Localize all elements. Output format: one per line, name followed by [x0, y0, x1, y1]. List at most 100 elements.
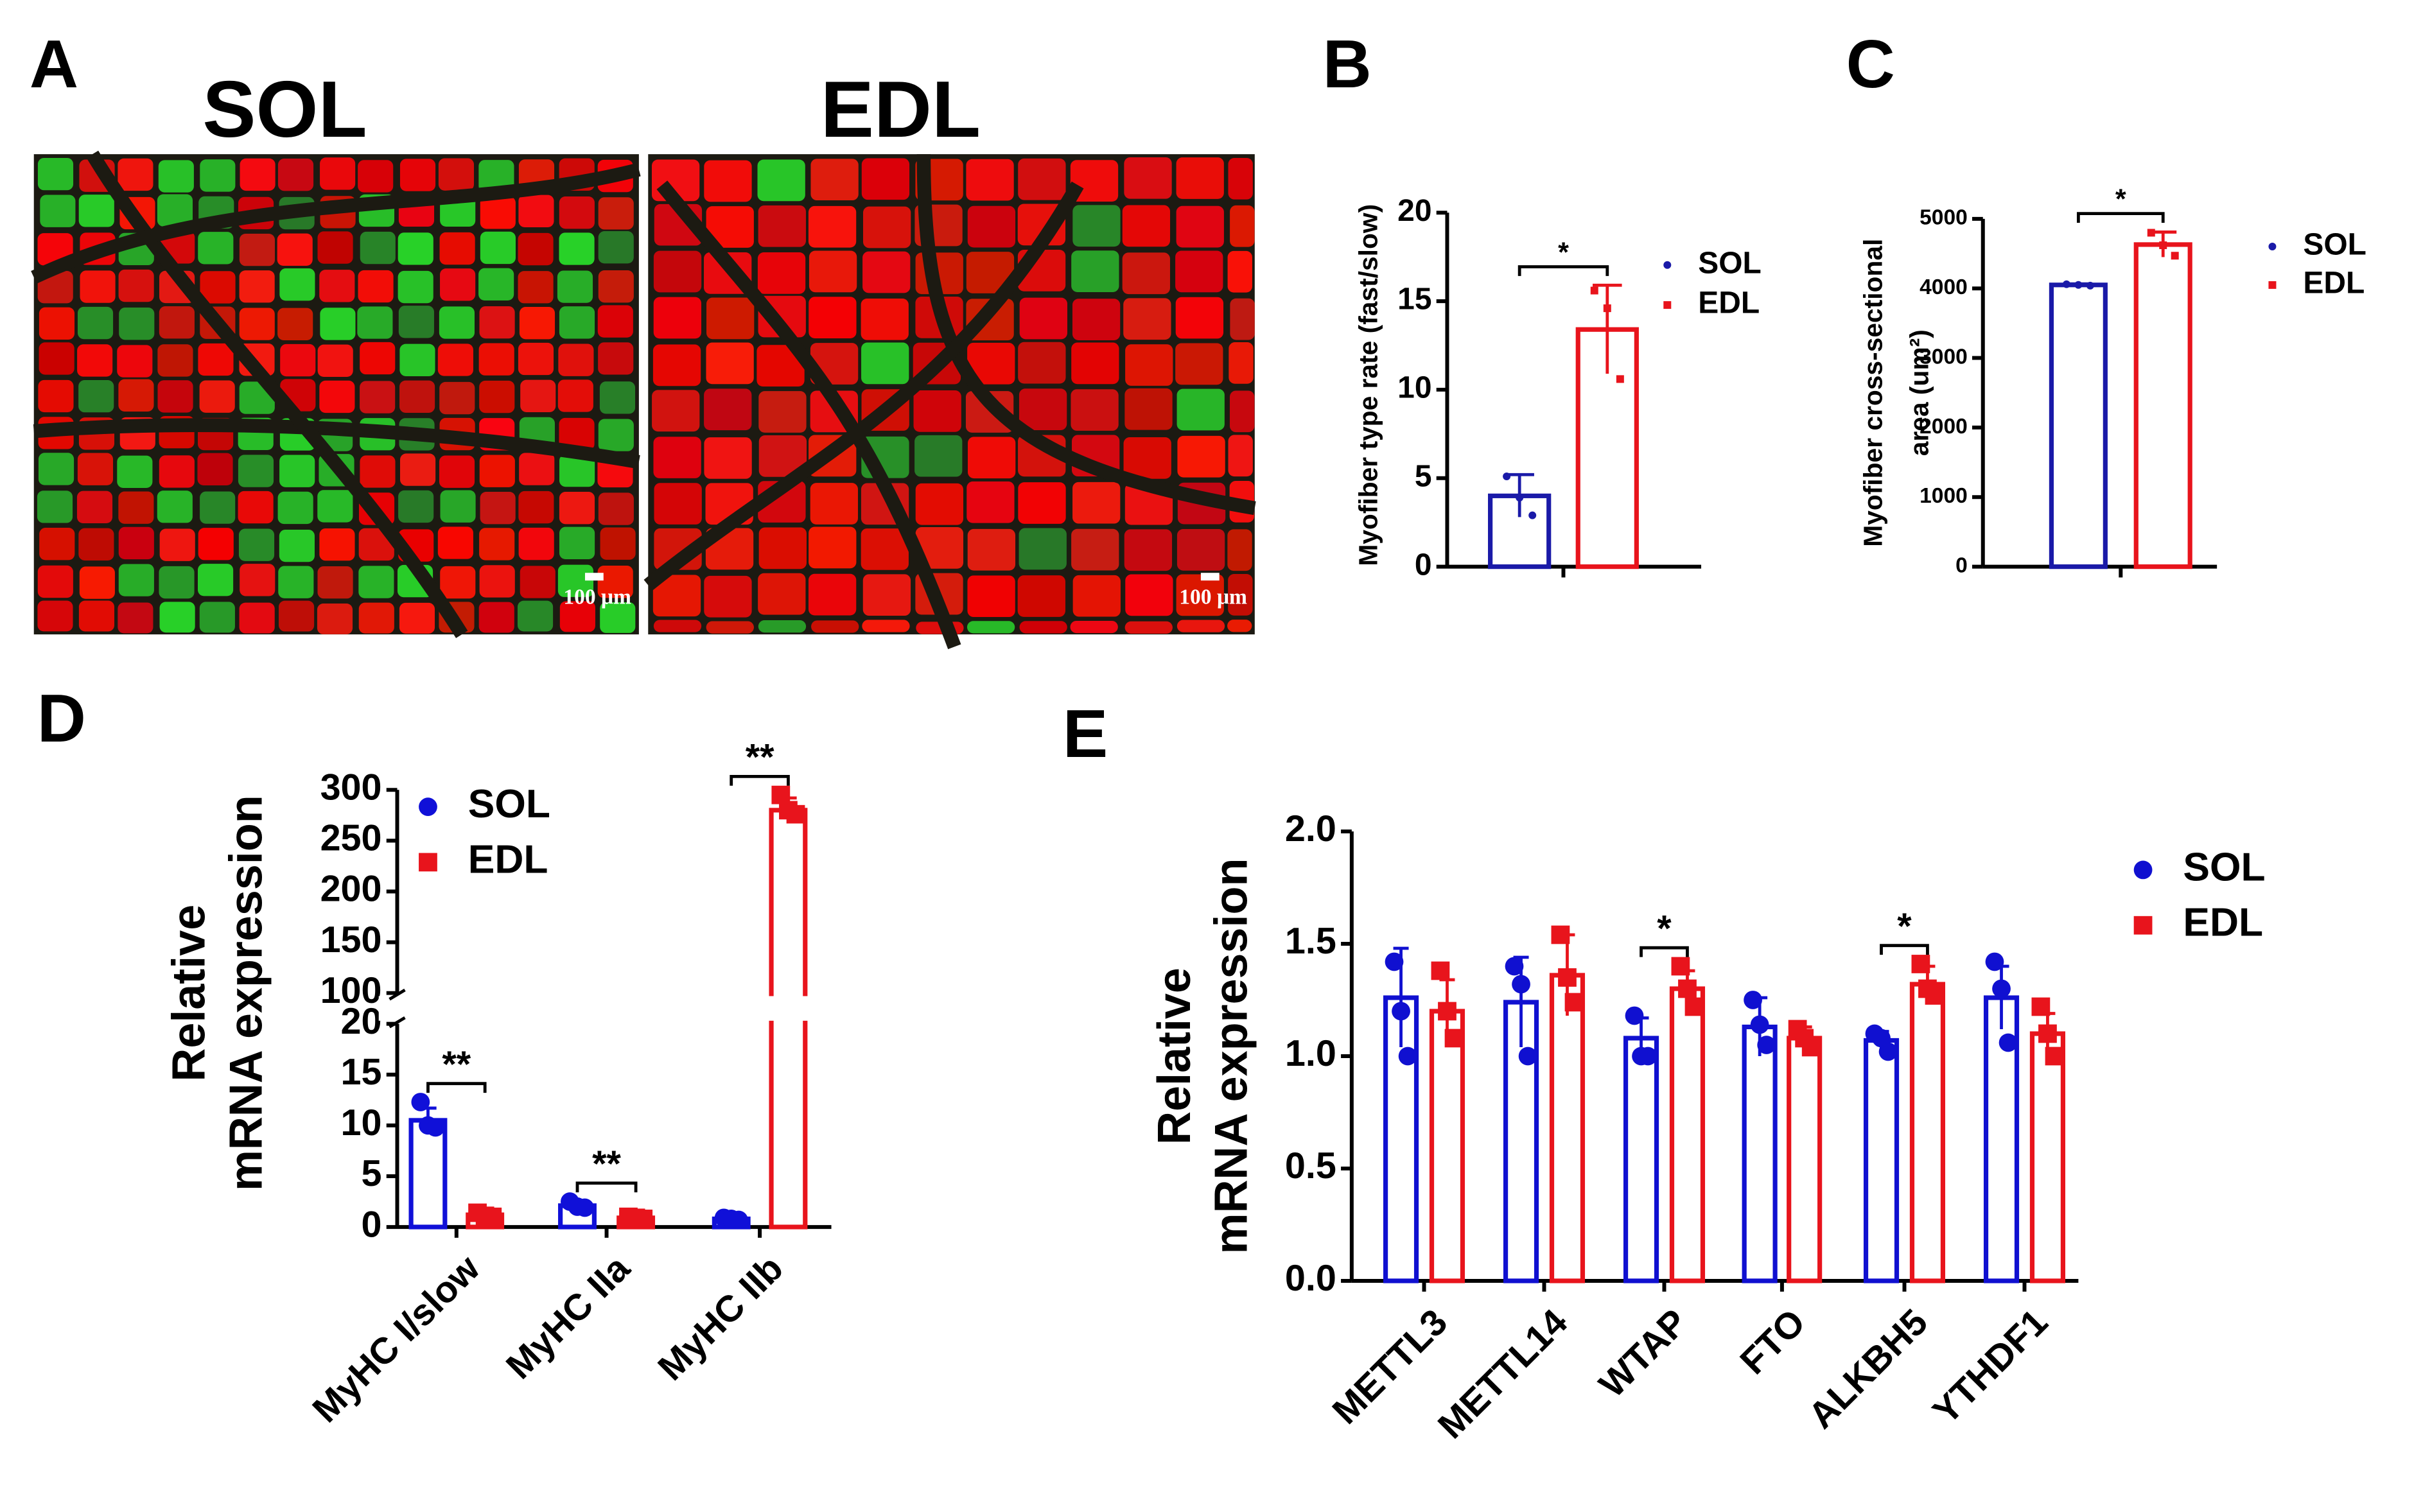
fiber — [399, 380, 435, 413]
septum — [33, 418, 640, 469]
fiber — [808, 205, 857, 248]
fiber — [118, 158, 153, 191]
fiber — [118, 602, 153, 634]
fiber — [757, 345, 805, 387]
fiber — [1230, 298, 1255, 340]
y-tick-label: 200 — [320, 869, 382, 910]
y-axis-label: mRNA expression — [1206, 858, 1257, 1255]
fiber — [399, 602, 435, 634]
fiber — [158, 160, 194, 193]
y-tick-label: 0.0 — [1285, 1258, 1336, 1299]
y-axis-label: Myofiber type rate (fast/slow) — [1353, 204, 1383, 566]
legend-marker — [2133, 916, 2153, 935]
fiber — [437, 343, 473, 376]
fiber — [1125, 344, 1173, 386]
fiber — [398, 232, 433, 265]
fiber — [399, 343, 435, 376]
fiber — [279, 600, 315, 632]
break-mark — [389, 1016, 406, 1029]
fiber — [358, 160, 394, 193]
fiber — [862, 206, 911, 248]
data-point — [729, 1210, 748, 1230]
fiber — [240, 564, 276, 596]
fiber — [704, 388, 752, 431]
fiber — [317, 603, 353, 634]
bar — [1909, 982, 1946, 1283]
fiber — [319, 270, 355, 302]
fiber — [320, 157, 356, 190]
fiber — [808, 573, 857, 616]
fiber — [862, 251, 911, 293]
fiber — [1227, 529, 1252, 571]
fiber — [478, 268, 514, 300]
fiber — [198, 528, 234, 560]
axis-break — [378, 996, 835, 1021]
fiber — [398, 270, 433, 304]
fiber — [518, 232, 554, 266]
data-point — [1744, 991, 1762, 1009]
fiber — [319, 380, 355, 413]
data-point — [1564, 993, 1584, 1012]
fiber — [279, 529, 315, 562]
y-tick-label: 5 — [362, 1153, 382, 1194]
fiber — [77, 453, 114, 485]
septum — [916, 154, 1256, 516]
fiber — [517, 600, 554, 632]
x-tick-label: MyHC I/slow — [305, 1247, 488, 1430]
significance-bracket — [1880, 944, 1929, 955]
fiber — [38, 453, 74, 485]
bar — [1429, 1009, 1465, 1283]
significance-bracket — [1517, 265, 1609, 276]
y-axis-label: Relative — [164, 905, 215, 1082]
fiber — [758, 573, 806, 615]
data-point — [1503, 473, 1511, 481]
fiber — [1123, 437, 1171, 479]
fiber — [1019, 388, 1067, 430]
fiber — [557, 379, 593, 412]
fiber — [439, 232, 475, 265]
fiber — [1122, 252, 1170, 295]
fiber — [598, 419, 634, 451]
fiber — [1175, 343, 1223, 385]
fiber — [157, 344, 193, 377]
fiber — [653, 620, 702, 632]
fiber — [239, 602, 275, 634]
significance-label: * — [2115, 184, 2126, 215]
legend-marker — [2268, 281, 2277, 289]
image-title: SOL — [202, 65, 367, 154]
fiber — [440, 268, 476, 301]
fiber — [78, 600, 115, 632]
fiber — [159, 528, 195, 561]
fiber — [39, 307, 75, 340]
fiber — [40, 195, 76, 227]
fiber — [598, 342, 634, 375]
septum — [643, 181, 1084, 591]
data-point — [1516, 494, 1524, 502]
fiber — [199, 602, 235, 633]
fiber — [809, 297, 857, 338]
bar — [2049, 282, 2108, 569]
data-point — [1925, 986, 1944, 1005]
significance-label: * — [1657, 908, 1672, 950]
fiber — [317, 490, 353, 523]
fiber — [440, 566, 476, 599]
fiber — [118, 526, 154, 560]
fiber — [1072, 482, 1121, 524]
fiber — [557, 564, 594, 597]
y-tick-label: 15 — [341, 1052, 382, 1093]
legend-marker — [419, 797, 437, 816]
fiber — [117, 345, 153, 378]
data-point — [1558, 968, 1577, 987]
y-tick-label: 0 — [1415, 548, 1432, 582]
fiber — [80, 270, 116, 303]
fiber — [1072, 575, 1121, 617]
fiber — [280, 343, 316, 377]
fiber — [1071, 389, 1119, 431]
fiber — [966, 252, 1015, 293]
fiber — [653, 437, 701, 478]
data-point — [411, 1093, 430, 1111]
data-point — [1750, 1015, 1769, 1034]
legend-label: EDL — [1698, 286, 1760, 320]
fiber — [1072, 299, 1121, 340]
septum — [86, 150, 468, 638]
